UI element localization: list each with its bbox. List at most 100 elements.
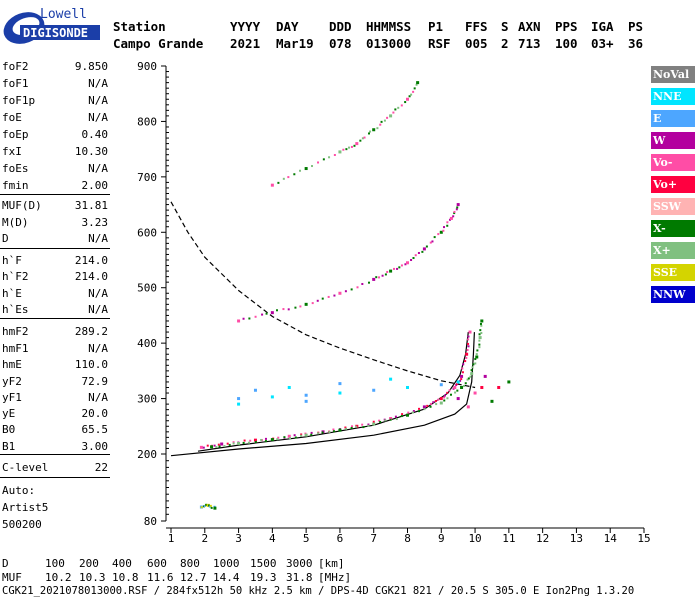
echo-speckle [333, 430, 336, 433]
param-name: B0 [2, 423, 16, 436]
echo-speckle [442, 229, 445, 232]
echo-speckle [478, 333, 481, 336]
param-name: h`E [2, 287, 22, 300]
param-name: fxI [2, 145, 22, 158]
echo-point [304, 433, 308, 437]
echo-point [480, 319, 484, 323]
echo-speckle [470, 369, 473, 372]
y-tick-label: 200 [137, 448, 157, 461]
header-value-1: 2021 [230, 36, 261, 51]
legend-item-vo: Vo- [651, 154, 695, 171]
echo-speckle [254, 440, 257, 443]
echo-speckle [461, 371, 464, 374]
header-value-0: Campo Grande [113, 36, 204, 51]
logo-text-digisonde: DIGISONDE [23, 26, 88, 40]
echo-speckle [275, 309, 278, 312]
echo-speckle [310, 431, 313, 434]
x-tick-label: 12 [536, 532, 549, 545]
echo-speckle [397, 106, 400, 109]
echo-speckle [478, 346, 481, 349]
legend-item-ssw: SSW [651, 198, 695, 215]
header-label-2: DAY [276, 19, 299, 34]
header-value-8: 713 [518, 36, 541, 51]
header-value-10: 03+ [591, 36, 614, 51]
y-tick-label: 80 [144, 515, 157, 528]
echo-point [406, 261, 409, 265]
echo-speckle [311, 302, 314, 305]
echo-point [213, 506, 217, 510]
echo-point [372, 422, 376, 426]
echo-point [389, 269, 393, 273]
param-row-19: yF1 N/A [2, 391, 108, 407]
echo-speckle [356, 286, 359, 289]
echo-point [389, 114, 393, 118]
lowell-digisonde-logo: Lowell DIGISONDE [3, 7, 100, 44]
echo-point [372, 277, 376, 281]
echo-speckle [287, 308, 290, 311]
param-name: h`F [2, 254, 22, 267]
header-value-11: 36 [628, 36, 644, 51]
echo-speckle [478, 343, 481, 346]
row-value: 19.3 [250, 571, 277, 584]
param-value: 214.0 [74, 254, 108, 267]
echo-speckle [392, 111, 395, 114]
echo-speckle [412, 90, 415, 93]
param-name: foE [2, 111, 22, 124]
header-label-7: S [501, 19, 509, 34]
x-tick-label: 6 [337, 532, 344, 545]
header-value-3: 078 [329, 36, 352, 51]
echo-speckle [412, 411, 415, 414]
echo-speckle [264, 440, 267, 443]
auto-program: Artist5 [2, 501, 49, 514]
param-row-22: B1 3.00 [2, 440, 108, 456]
param-name: foEp [2, 128, 29, 141]
echo-speckle [467, 338, 470, 341]
echo-speckle [435, 403, 438, 406]
param-row-23: C-level 22 [2, 461, 108, 477]
echo-point [210, 445, 214, 449]
echo-speckle [462, 385, 465, 388]
echo-point [287, 434, 291, 438]
x-tick-label: 7 [370, 532, 377, 545]
param-value: N/A [88, 232, 108, 245]
echo-point [237, 397, 241, 401]
param-row-10: D N/A [2, 232, 108, 248]
echo-speckle [232, 442, 235, 445]
echo-speckle [317, 161, 320, 164]
param-separator [0, 477, 110, 478]
echo-speckle [429, 241, 432, 244]
y-tick-label: 800 [137, 115, 157, 128]
param-name: hmF2 [2, 325, 29, 338]
param-value: 10.30 [74, 145, 108, 158]
echo-speckle [228, 443, 231, 446]
echo-point [406, 97, 409, 101]
echo-point [439, 397, 443, 401]
trace-spread-f [237, 377, 460, 406]
echo-speckle [287, 176, 290, 179]
echo-point [460, 385, 464, 389]
param-name: hmF1 [2, 342, 29, 355]
echo-speckle [217, 443, 220, 446]
row-value: 100 [45, 557, 65, 570]
echo-speckle [276, 438, 279, 441]
header-value-5: RSF [428, 36, 451, 51]
echo-speckle [205, 503, 208, 506]
param-value: N/A [88, 162, 108, 175]
echo-speckle [367, 132, 370, 135]
echo-speckle [462, 363, 465, 366]
param-value: N/A [88, 303, 108, 316]
x-tick-label: 1 [168, 532, 175, 545]
file-info: CGK21_2021078013000.RSF / 284fx512h 50 k… [2, 585, 540, 597]
param-row-20: yE 20.0 [2, 407, 108, 423]
echo-speckle [466, 378, 469, 381]
echo-speckle [215, 446, 218, 449]
echo-speckle [321, 431, 324, 434]
echo-speckle [359, 139, 362, 142]
echo-speckle [414, 254, 417, 257]
trace-cluster [456, 374, 511, 409]
row-value: 1500 [250, 557, 277, 570]
y-tick-label: 500 [137, 282, 157, 295]
param-row-16: hmF1 N/A [2, 342, 108, 358]
param-row-1: foF1 N/A [2, 77, 108, 93]
echo-speckle [200, 506, 203, 509]
